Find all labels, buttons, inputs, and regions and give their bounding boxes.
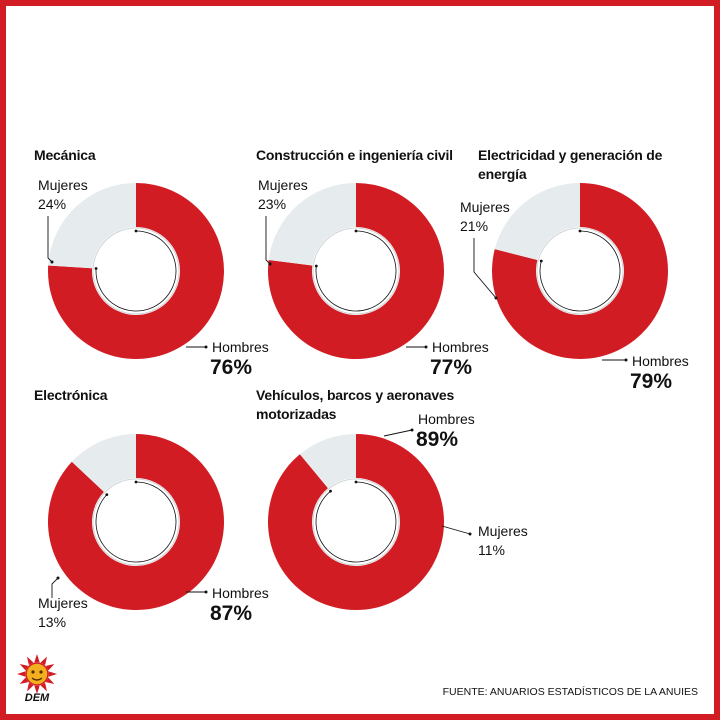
slice-mujeres <box>494 183 580 261</box>
leader-line-hombres <box>383 429 413 437</box>
inner-arc-dot <box>354 229 358 233</box>
leader-line-mujeres <box>473 238 497 299</box>
leader-line-mujeres <box>47 216 53 263</box>
label-mujeres: Mujeres <box>460 199 510 215</box>
value-hombres: 77% <box>430 356 472 379</box>
inner-arc-dot <box>94 267 98 270</box>
inner-arc-dot <box>134 229 138 233</box>
chart-title: Construcción e ingeniería civil <box>256 147 453 163</box>
chart-title: Electricidad y generación de energía <box>478 147 663 182</box>
inner-arc-dot <box>329 489 332 493</box>
inner-arc-guide <box>95 230 177 312</box>
slice-mujeres <box>71 434 136 492</box>
inner-arc-guide <box>95 481 177 563</box>
chart-title: Mecánica <box>34 147 96 163</box>
inner-arc-dot <box>539 259 543 263</box>
inner-arc-dot <box>314 264 318 268</box>
label-hombres: Hombres <box>212 339 269 355</box>
leader-line-mujeres-dot <box>468 532 472 536</box>
leader-line-mujeres <box>51 577 59 598</box>
leader-line-hombres-dot <box>204 590 208 594</box>
label-hombres: Hombres <box>432 339 489 355</box>
slice-mujeres <box>48 183 137 269</box>
inner-arc-dot <box>354 480 358 484</box>
leader-line-mujeres-dot <box>494 296 498 300</box>
sun-icon <box>17 654 57 694</box>
label-hombres: Hombres <box>212 585 269 601</box>
leader-line-mujeres <box>265 216 271 265</box>
leader-line-mujeres-dot <box>50 260 54 264</box>
label-mujeres: Mujeres <box>38 595 88 611</box>
leader-line-mujeres-dot <box>268 262 272 266</box>
donut-hole <box>536 227 624 315</box>
leader-line-mujeres <box>441 525 471 535</box>
slice-hombres <box>268 183 445 359</box>
slice-hombres <box>47 183 224 360</box>
label-hombres: Hombres <box>632 353 689 369</box>
slice-mujeres <box>299 434 356 489</box>
value-mujeres: 24% <box>38 196 66 212</box>
leader-line-hombres-dot <box>624 358 628 362</box>
chart-title: Vehículos, barcos y aeronaves motorizada… <box>256 387 455 422</box>
value-mujeres: 23% <box>258 196 286 212</box>
leader-line-mujeres-dot <box>56 576 60 580</box>
leader-line-hombres-dot <box>424 345 428 349</box>
inner-arc-dot <box>105 493 109 497</box>
inner-arc-dot <box>134 480 138 484</box>
inner-arc-guide <box>539 230 621 312</box>
label-mujeres: Mujeres <box>38 177 88 193</box>
donut-hole <box>312 478 400 566</box>
source-note: FUENTE: ANUARIOS ESTADÍSTICOS DE LA ANUI… <box>442 686 698 698</box>
value-hombres: 87% <box>210 602 252 625</box>
dem-logo: DEM <box>17 654 57 704</box>
value-hombres: 79% <box>630 370 672 393</box>
inner-arc-guide <box>315 230 397 312</box>
slice-mujeres <box>268 183 356 266</box>
slice-hombres <box>491 183 669 360</box>
slice-hombres <box>267 434 444 610</box>
donut-hole <box>92 227 180 315</box>
slice-hombres <box>47 434 224 610</box>
value-hombres: 76% <box>210 356 252 379</box>
leader-line-hombres-dot <box>204 345 208 349</box>
donut-hole <box>92 478 180 566</box>
inner-arc-guide <box>315 481 397 563</box>
chart-title: Electrónica <box>34 387 108 403</box>
value-mujeres: 13% <box>38 614 66 630</box>
label-mujeres: Mujeres <box>258 177 308 193</box>
inner-arc-dot <box>578 229 582 233</box>
value-hombres: 89% <box>416 428 458 451</box>
label-mujeres: Mujeres <box>478 523 528 539</box>
label-hombres: Hombres <box>418 411 475 427</box>
value-mujeres: 21% <box>460 218 488 234</box>
value-mujeres: 11% <box>478 542 505 558</box>
leader-line-hombres-dot <box>410 428 414 432</box>
donut-hole <box>312 227 400 315</box>
logo-text: DEM <box>25 692 50 704</box>
